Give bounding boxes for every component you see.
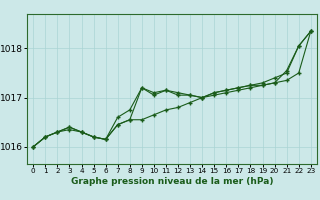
X-axis label: Graphe pression niveau de la mer (hPa): Graphe pression niveau de la mer (hPa) xyxy=(71,177,273,186)
